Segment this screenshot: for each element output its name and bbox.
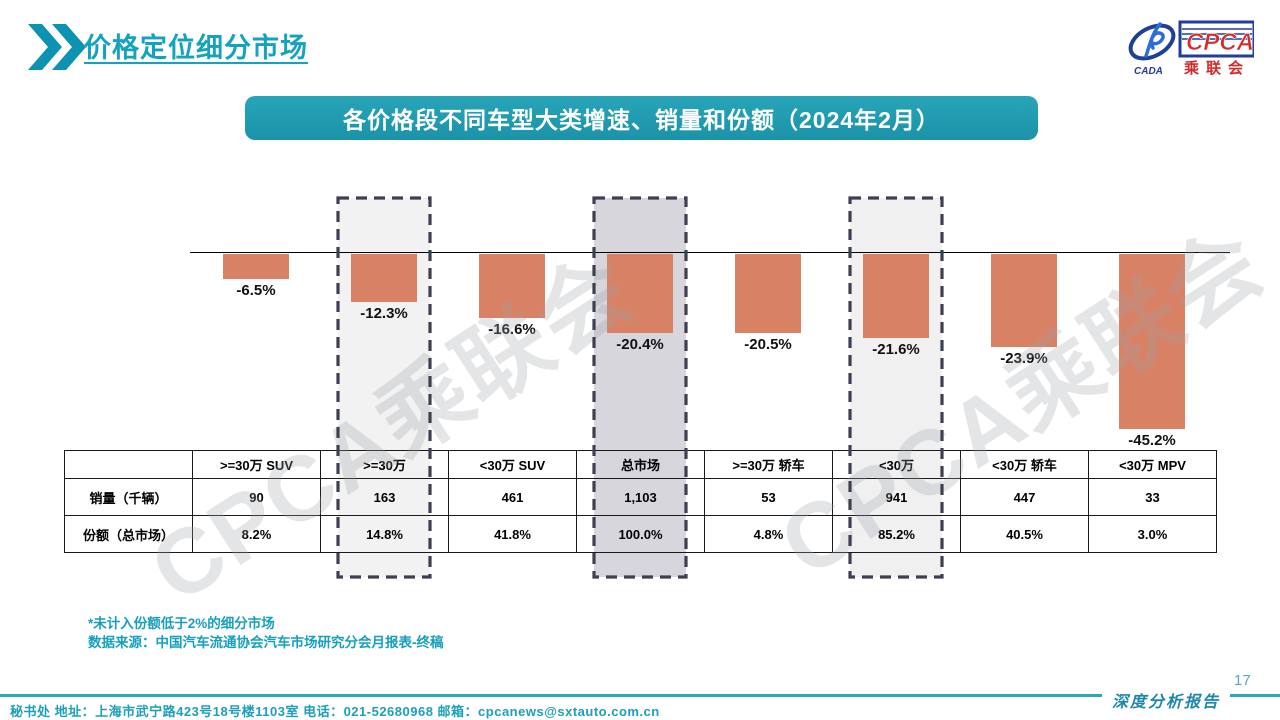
bar-<30万 MPV [1119, 254, 1185, 429]
bar-value-label: -20.4% [616, 336, 664, 353]
footnotes: *未计入份额低于2%的细分市场 数据来源：中国汽车流通协会汽车市场研究分会月报表… [88, 614, 444, 652]
table-cell: >=30万 [320, 450, 449, 479]
table-cell: <30万 SUV [448, 450, 577, 479]
footnote-1: *未计入份额低于2%的细分市场 [88, 616, 275, 631]
bar-<30万 轿车 [991, 254, 1057, 347]
table-cell: 14.8% [320, 515, 449, 553]
table-cell: 461 [448, 478, 577, 516]
cpca-logo: CADA CPCA 乘联会 [1126, 16, 1256, 83]
bar-value-label: -20.5% [744, 336, 792, 353]
table-cell: 4.8% [704, 515, 833, 553]
table-cell: 90 [192, 478, 321, 516]
chart-banner-title: 各价格段不同车型大类增速、销量和份额（2024年2月） [245, 96, 1038, 140]
bar-<30万 [863, 254, 929, 338]
table-cell: 33 [1088, 478, 1217, 516]
segment-data-table: >=30万 SUV >=30万 <30万 SUV 总市场 >=30万 轿车 <30万 <30… [64, 450, 1217, 553]
row-label: 销量（千辆） [64, 478, 193, 516]
bar-value-label: -45.2% [1128, 432, 1176, 449]
logo-cpca-text: CPCA [1186, 29, 1254, 56]
table-cell: >=30万 SUV [192, 450, 321, 479]
logo-cn-text: 乘联会 [1183, 59, 1250, 77]
bar->=30万 轿车 [735, 254, 801, 333]
bar-value-label: -6.5% [236, 282, 276, 299]
table-cell: <30万 MPV [1088, 450, 1217, 479]
bar-总市场 [607, 254, 673, 333]
row-label [64, 450, 193, 479]
bar-value-label: -12.3% [360, 305, 408, 322]
table-cell: 100.0% [576, 515, 705, 553]
table-cell: <30万 [832, 450, 961, 479]
logo-cpca-box: CPCA [1178, 20, 1256, 58]
page-title: 价格定位细分市场 [84, 33, 308, 63]
footer-divider [0, 694, 1280, 697]
table-cell: 163 [320, 478, 449, 516]
bar-value-label: -23.9% [1000, 350, 1048, 367]
table-cell: 41.8% [448, 515, 577, 553]
table-cell: >=30万 轿车 [704, 450, 833, 479]
footnote-2: 数据来源：中国汽车流通协会汽车市场研究分会月报表-终稿 [88, 635, 444, 650]
double-chevron-icon [28, 24, 86, 75]
report-type-label: 深度分析报告 [1102, 688, 1231, 712]
footer-contact: 秘书处 地址：上海市武宁路423号18号楼1103室 电话：021-526809… [10, 704, 660, 719]
table-cell: 53 [704, 478, 833, 516]
table-cell: 447 [960, 478, 1089, 516]
bar->=30万 [351, 254, 417, 302]
logo-cada-text: CADA [1134, 66, 1163, 77]
table-cell: 8.2% [192, 515, 321, 553]
chart-zero-axis [190, 252, 1230, 253]
page-number: 17 [1234, 672, 1251, 689]
table-cell: 941 [832, 478, 961, 516]
table-cell: 85.2% [832, 515, 961, 553]
bar-value-label: -21.6% [872, 341, 920, 358]
row-label: 份额（总市场） [64, 515, 193, 553]
table-cell: <30万 轿车 [960, 450, 1089, 479]
bar-value-label: -16.6% [488, 321, 536, 338]
table-cell: 3.0% [1088, 515, 1217, 553]
table-cell: 总市场 [576, 450, 705, 479]
bar->=30万 SUV [223, 254, 289, 279]
bar-<30万 SUV [479, 254, 545, 318]
table-cell: 40.5% [960, 515, 1089, 553]
table-cell: 1,103 [576, 478, 705, 516]
